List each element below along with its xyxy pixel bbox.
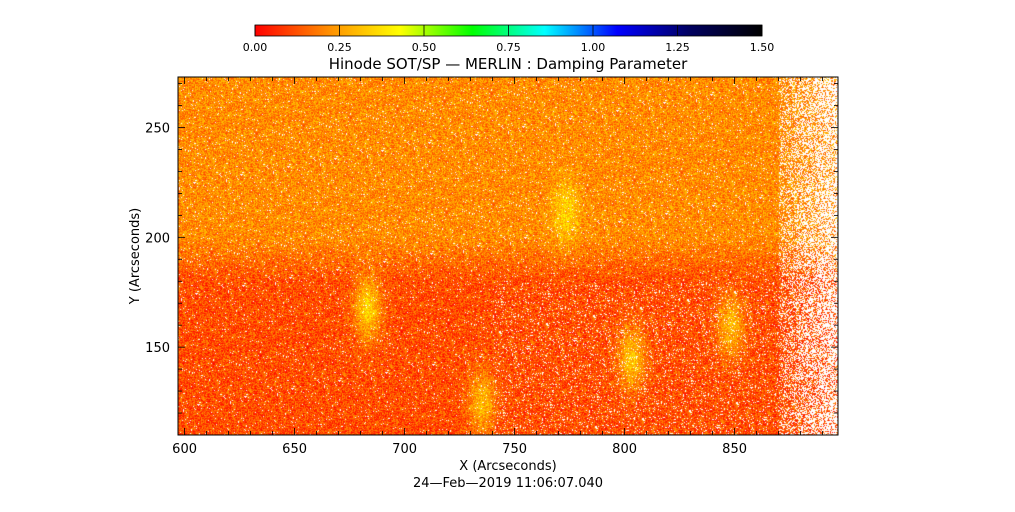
plot-frame — [177, 76, 839, 436]
plot-area: 600 650 700 750 800 850 150 200 250 — [145, 76, 839, 457]
chart-title: Hinode SOT/SP — MERLIN : Damping Paramet… — [329, 55, 688, 73]
timestamp-footer: 24—Feb—2019 11:06:07.040 — [413, 476, 603, 491]
x-tick-label: 650 — [282, 442, 307, 457]
colorbar-tick-label: 0.75 — [496, 41, 521, 54]
colorbar-tick-label: 0.50 — [412, 41, 437, 54]
x-axis-ticks: 600 650 700 750 800 850 — [172, 77, 823, 457]
y-tick-label: 150 — [145, 341, 170, 356]
y-tick-label: 200 — [145, 231, 170, 246]
x-axis-label: X (Arcseconds) — [459, 459, 556, 474]
colorbar-tick-label: 0.25 — [327, 41, 352, 54]
y-axis-ticks: 150 200 250 — [145, 83, 838, 436]
heatmap-image — [178, 77, 838, 435]
x-tick-label: 850 — [722, 442, 747, 457]
colorbar-tick-label: 1.50 — [750, 41, 775, 54]
x-tick-label: 750 — [502, 442, 527, 457]
x-tick-label: 700 — [392, 442, 417, 457]
colorbar-tick-label: 1.00 — [581, 41, 606, 54]
x-tick-label: 800 — [612, 442, 637, 457]
colorbar: 0.00 0.25 0.50 0.75 1.00 1.25 1.50 — [243, 24, 775, 54]
colorbar-ticks: 0.00 0.25 0.50 0.75 1.00 1.25 1.50 — [243, 25, 775, 54]
y-tick-label: 250 — [145, 122, 170, 137]
colorbar-tick-label: 1.25 — [665, 41, 690, 54]
x-tick-label: 600 — [172, 442, 197, 457]
colorbar-tick-label: 0.00 — [243, 41, 268, 54]
y-axis-label: Y (Arcseconds) — [128, 208, 143, 305]
